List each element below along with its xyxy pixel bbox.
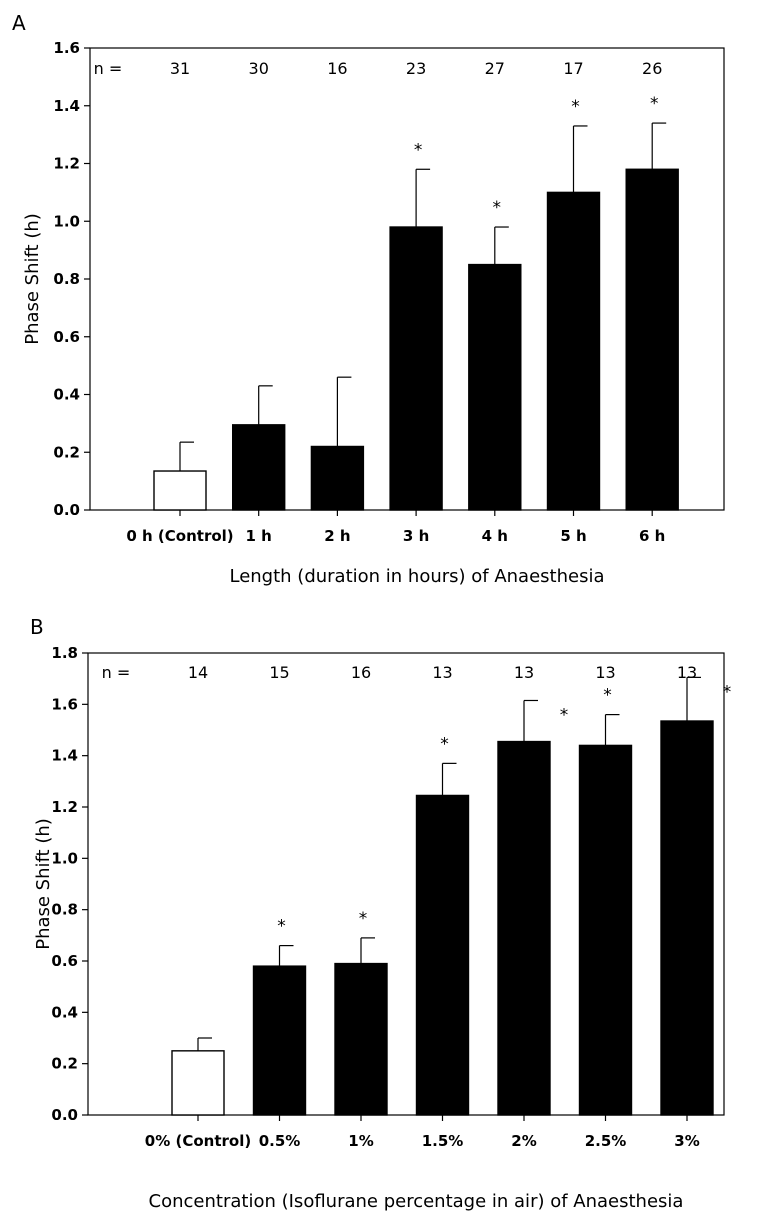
n-value: 14 (188, 663, 208, 682)
significance-star: * (493, 198, 502, 218)
significance-star: * (277, 917, 286, 937)
y-tick-label: 1.6 (51, 695, 78, 713)
n-value: 31 (170, 59, 190, 78)
significance-star: * (723, 682, 732, 702)
x-category-label: 6 h (639, 527, 665, 545)
x-category-label: 2.5% (585, 1132, 627, 1150)
x-axis-title: Length (duration in hours) of Anaesthesi… (229, 566, 604, 587)
significance-star: * (560, 705, 569, 725)
x-axis-title: Concentration (Isoflurane percentage in … (149, 1191, 684, 1212)
n-value: 26 (642, 59, 662, 78)
n-value: 13 (514, 663, 534, 682)
x-category-label: 0% (Control) (145, 1132, 251, 1150)
bar (171, 1050, 225, 1116)
x-category-label: 0 h (Control) (126, 527, 233, 545)
significance-star: * (571, 97, 580, 117)
y-tick-label: 0.4 (53, 386, 80, 404)
significance-star: * (650, 94, 659, 114)
x-category-label: 1 h (246, 527, 272, 545)
n-value: 23 (406, 59, 426, 78)
significance-star: * (414, 140, 423, 160)
y-tick-label: 0.6 (53, 328, 80, 346)
bar (334, 962, 388, 1116)
significance-star: * (359, 909, 368, 929)
y-axis-title: Phase Shift (h) (22, 213, 43, 345)
x-category-label: 2 h (324, 527, 350, 545)
x-category-label: 4 h (482, 527, 508, 545)
n-value: 15 (269, 663, 289, 682)
y-tick-label: 0.0 (51, 1106, 78, 1124)
plot-frame (87, 652, 725, 1116)
bar (153, 470, 207, 511)
bar (497, 740, 551, 1116)
y-tick-label: 1.2 (51, 798, 78, 816)
x-category-label: 3 h (403, 527, 429, 545)
n-value: 16 (351, 663, 371, 682)
bar (578, 744, 633, 1116)
y-tick-label: 0.0 (53, 501, 80, 519)
y-tick-label: 1.8 (51, 644, 78, 662)
x-category-label: 5 h (560, 527, 586, 545)
bar (660, 720, 714, 1116)
y-tick-label: 0.2 (53, 443, 80, 461)
n-value: 13 (595, 663, 615, 682)
n-value: 27 (485, 59, 505, 78)
n-value: 13 (677, 663, 697, 682)
x-category-label: 1% (348, 1132, 373, 1150)
bar (415, 794, 470, 1116)
y-tick-label: 0.4 (51, 1003, 78, 1021)
n-value: 30 (249, 59, 269, 78)
y-tick-label: 0.8 (53, 270, 80, 288)
y-tick-label: 1.4 (53, 97, 80, 115)
bar (546, 191, 601, 511)
bar (625, 168, 679, 511)
n-value: 13 (432, 663, 452, 682)
significance-star: * (603, 686, 612, 706)
bar (310, 445, 365, 511)
panel-label: B (30, 615, 44, 639)
y-tick-label: 0.8 (51, 901, 78, 919)
bar (231, 424, 286, 511)
y-tick-label: 0.6 (51, 952, 78, 970)
x-category-label: 3% (674, 1132, 699, 1150)
panel-label: A (12, 11, 26, 35)
n-prefix: n = (102, 663, 131, 682)
y-axis-title: Phase Shift (h) (33, 818, 54, 950)
bar (252, 965, 307, 1116)
x-category-label: 1.5% (422, 1132, 464, 1150)
y-tick-label: 0.2 (51, 1055, 78, 1073)
y-tick-label: 1.6 (53, 39, 80, 57)
n-prefix: n = (94, 59, 123, 78)
y-tick-label: 1.2 (53, 155, 80, 173)
significance-star: * (440, 734, 449, 754)
bar (389, 226, 443, 511)
n-value: 17 (563, 59, 583, 78)
bar (468, 263, 522, 511)
y-tick-label: 1.4 (51, 747, 78, 765)
y-tick-label: 1.0 (53, 212, 80, 230)
x-category-label: 2% (511, 1132, 536, 1150)
n-value: 16 (327, 59, 347, 78)
x-category-label: 0.5% (259, 1132, 301, 1150)
y-tick-label: 1.0 (51, 849, 78, 867)
